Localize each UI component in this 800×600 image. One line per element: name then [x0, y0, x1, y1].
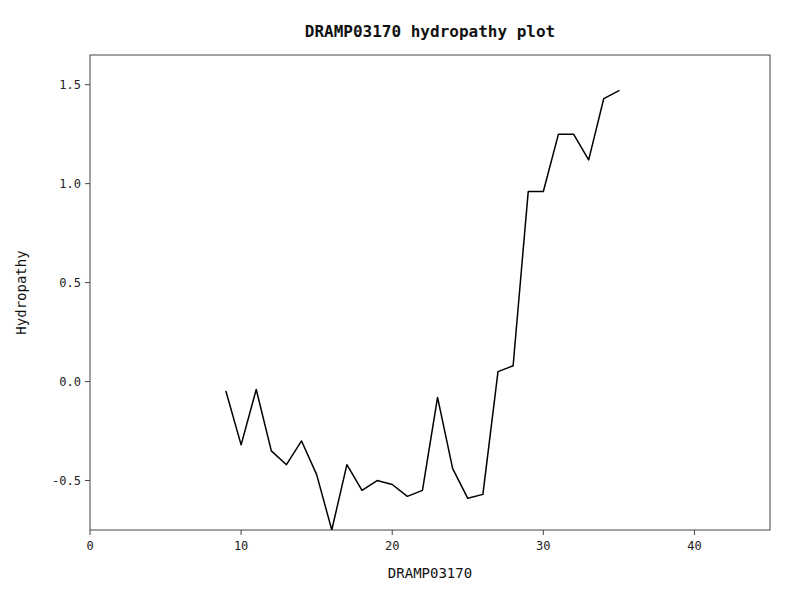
y-tick-label: 1.0 — [59, 177, 81, 191]
x-tick-label: 0 — [86, 539, 93, 553]
plot-area — [226, 91, 619, 530]
x-tick — [543, 530, 544, 535]
plot-frame — [90, 55, 770, 530]
x-tick-label: 10 — [234, 539, 248, 553]
x-tick — [392, 530, 393, 535]
y-tick-label: -0.5 — [52, 474, 81, 488]
x-tick-label: 30 — [536, 539, 550, 553]
chart: 0 10 20 30 40 -0.5 0.0 0.5 1.0 1.5 DRAMP03170 hydr… — [0, 0, 800, 600]
y-tick — [85, 381, 90, 382]
x-tick — [90, 530, 91, 535]
data-line — [226, 91, 619, 530]
title: DRAMP03170 hydropathy plot — [305, 22, 555, 41]
x-tick-label: 40 — [687, 539, 701, 553]
y-axis-label: Hydropathy — [13, 250, 29, 334]
y-tick-label: 0.5 — [59, 276, 81, 290]
axes: 0 10 20 30 40 -0.5 0.0 0.5 1.0 1.5 — [52, 78, 702, 553]
y-tick-label: 1.5 — [59, 78, 81, 92]
y-tick — [85, 480, 90, 481]
y-tick — [85, 282, 90, 283]
x-tick — [694, 530, 695, 535]
x-axis-label: DRAMP03170 — [388, 565, 472, 581]
y-tick — [85, 183, 90, 184]
x-tick-label: 20 — [385, 539, 399, 553]
y-tick — [85, 84, 90, 85]
x-tick — [241, 530, 242, 535]
y-tick-label: 0.0 — [59, 375, 81, 389]
